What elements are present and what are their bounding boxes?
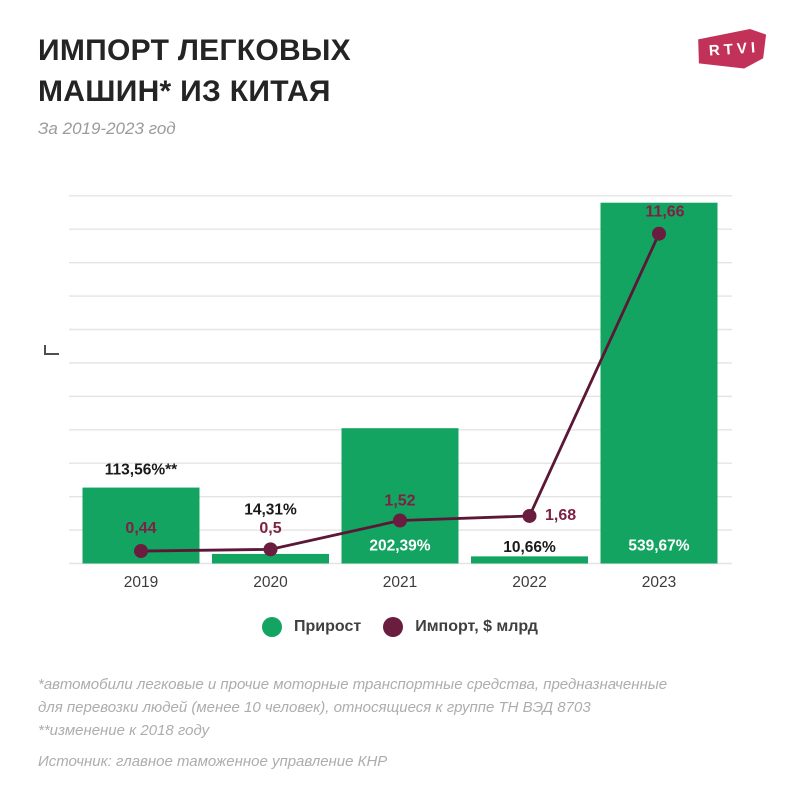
line-value-label: 1,52 [384,493,415,510]
page-title-line2: МАШИН* ИЗ КИТАЯ [38,75,331,108]
x-axis-label-2023: 2023 [642,574,676,591]
x-axis-label-2021: 2021 [383,574,417,591]
x-axis-label-2022: 2022 [512,574,546,591]
line-value-label: 0,44 [125,520,156,537]
bar-2020 [212,553,329,564]
bar-2022 [471,556,588,564]
bar-value-label: 10,66% [503,539,556,556]
bar-value-label: 539,67% [628,538,689,555]
bar-2023 [600,202,718,564]
line-value-label: 1,68 [545,507,576,524]
line-point-2019 [134,544,148,559]
bar-value-label: 14,31% [244,502,297,519]
line-value-label: 11,66 [645,204,684,221]
footnotes: *автомобили легковые и прочие моторные т… [38,673,718,742]
y-axis-tick-mark [44,345,59,355]
line-point-2021 [393,513,407,528]
footnote-line-3: **изменение к 2018 году [38,722,210,739]
source-note: Источник: главное таможенное управление … [38,753,388,770]
legend-item-growth: Прирост [262,617,361,637]
legend-item-import: Импорт, $ млрд [383,617,538,637]
line-point-2022 [522,508,537,523]
bar-value-label: 113,56%** [105,462,178,479]
x-axis-label-2020: 2020 [253,574,288,591]
bar-value-label: 202,39% [369,538,430,555]
line-point-2023 [652,226,666,241]
footnote-line-1: *автомобили легковые и прочие моторные т… [38,676,668,693]
legend-growth-label: Прирост [294,618,362,635]
page-title-line1: ИМПОРТ ЛЕГКОВЫХ [38,34,351,67]
legend-import-swatch-icon [383,617,404,637]
bar-2021 [341,428,459,564]
legend-growth-swatch-icon [262,617,283,637]
legend-import-label: Импорт, $ млрд [415,618,538,635]
line-point-2020 [263,542,278,557]
page-title: ИМПОРТ ЛЕГКОВЫХ МАШИН* ИЗ КИТАЯ [38,30,351,112]
footnote-line-2: для перевозки людей (менее 10 человек), … [38,699,591,716]
line-value-label: 0,5 [259,520,281,537]
x-axis-label-2019: 2019 [124,574,158,591]
chart-legend: Прирост Импорт, $ млрд [0,617,800,637]
page-subtitle: За 2019-2023 год [38,119,176,138]
